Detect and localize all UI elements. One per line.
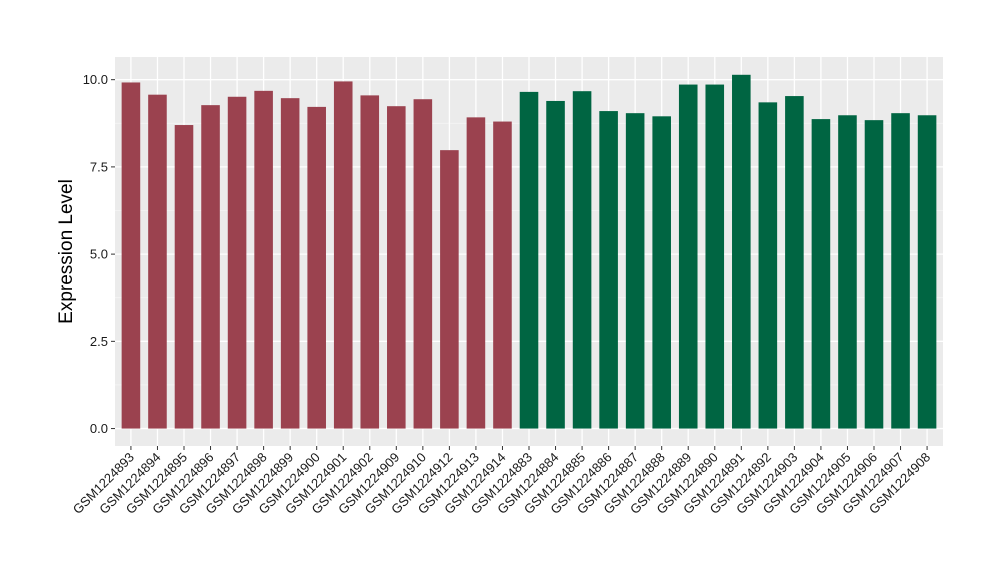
bar-GSM1224889 xyxy=(678,84,698,429)
bar-GSM1224894 xyxy=(148,94,167,429)
bar-GSM1224902 xyxy=(360,95,380,429)
bar-GSM1224890 xyxy=(705,84,725,429)
bar-GSM1224908 xyxy=(917,115,937,429)
bar-GSM1224909 xyxy=(387,106,406,429)
y-tick-label: 10.0 xyxy=(83,72,108,87)
bar-GSM1224913 xyxy=(466,117,486,429)
bar-GSM1224884 xyxy=(546,100,565,429)
bar-GSM1224895 xyxy=(174,125,194,429)
bar-GSM1224897 xyxy=(227,96,247,429)
bar-GSM1224886 xyxy=(599,111,618,429)
bar-GSM1224912 xyxy=(440,150,459,429)
bar-GSM1224893 xyxy=(121,82,141,429)
bar-GSM1224906 xyxy=(864,120,884,429)
y-axis: 0.0 2.5 5.0 7.5 10.0 xyxy=(83,72,115,436)
y-tick-label: 5.0 xyxy=(90,247,108,262)
bar-GSM1224883 xyxy=(519,91,539,429)
bar-GSM1224896 xyxy=(201,105,220,429)
bar-GSM1224900 xyxy=(307,106,326,429)
x-axis: GSM1224893GSM1224894GSM1224895GSM1224896… xyxy=(70,446,933,517)
bars xyxy=(121,74,937,429)
bar-GSM1224898 xyxy=(254,90,273,429)
bar-GSM1224910 xyxy=(413,99,433,429)
y-tick-label: 0.0 xyxy=(90,421,108,436)
bar-GSM1224885 xyxy=(572,91,592,429)
bar-GSM1224887 xyxy=(625,113,645,429)
bar-GSM1224899 xyxy=(280,98,300,429)
y-tick-label: 7.5 xyxy=(90,159,108,174)
bar-GSM1224888 xyxy=(652,116,671,429)
bar-GSM1224905 xyxy=(838,115,857,429)
bar-GSM1224901 xyxy=(333,81,353,429)
bar-GSM1224904 xyxy=(811,119,831,429)
bar-GSM1224907 xyxy=(891,113,910,429)
y-tick-label: 2.5 xyxy=(90,334,108,349)
bar-GSM1224892 xyxy=(758,102,778,429)
y-axis-title: Expression Level xyxy=(56,179,77,324)
bar-GSM1224914 xyxy=(493,121,512,429)
bar-GSM1224903 xyxy=(785,96,804,429)
bar-GSM1224891 xyxy=(732,74,751,429)
